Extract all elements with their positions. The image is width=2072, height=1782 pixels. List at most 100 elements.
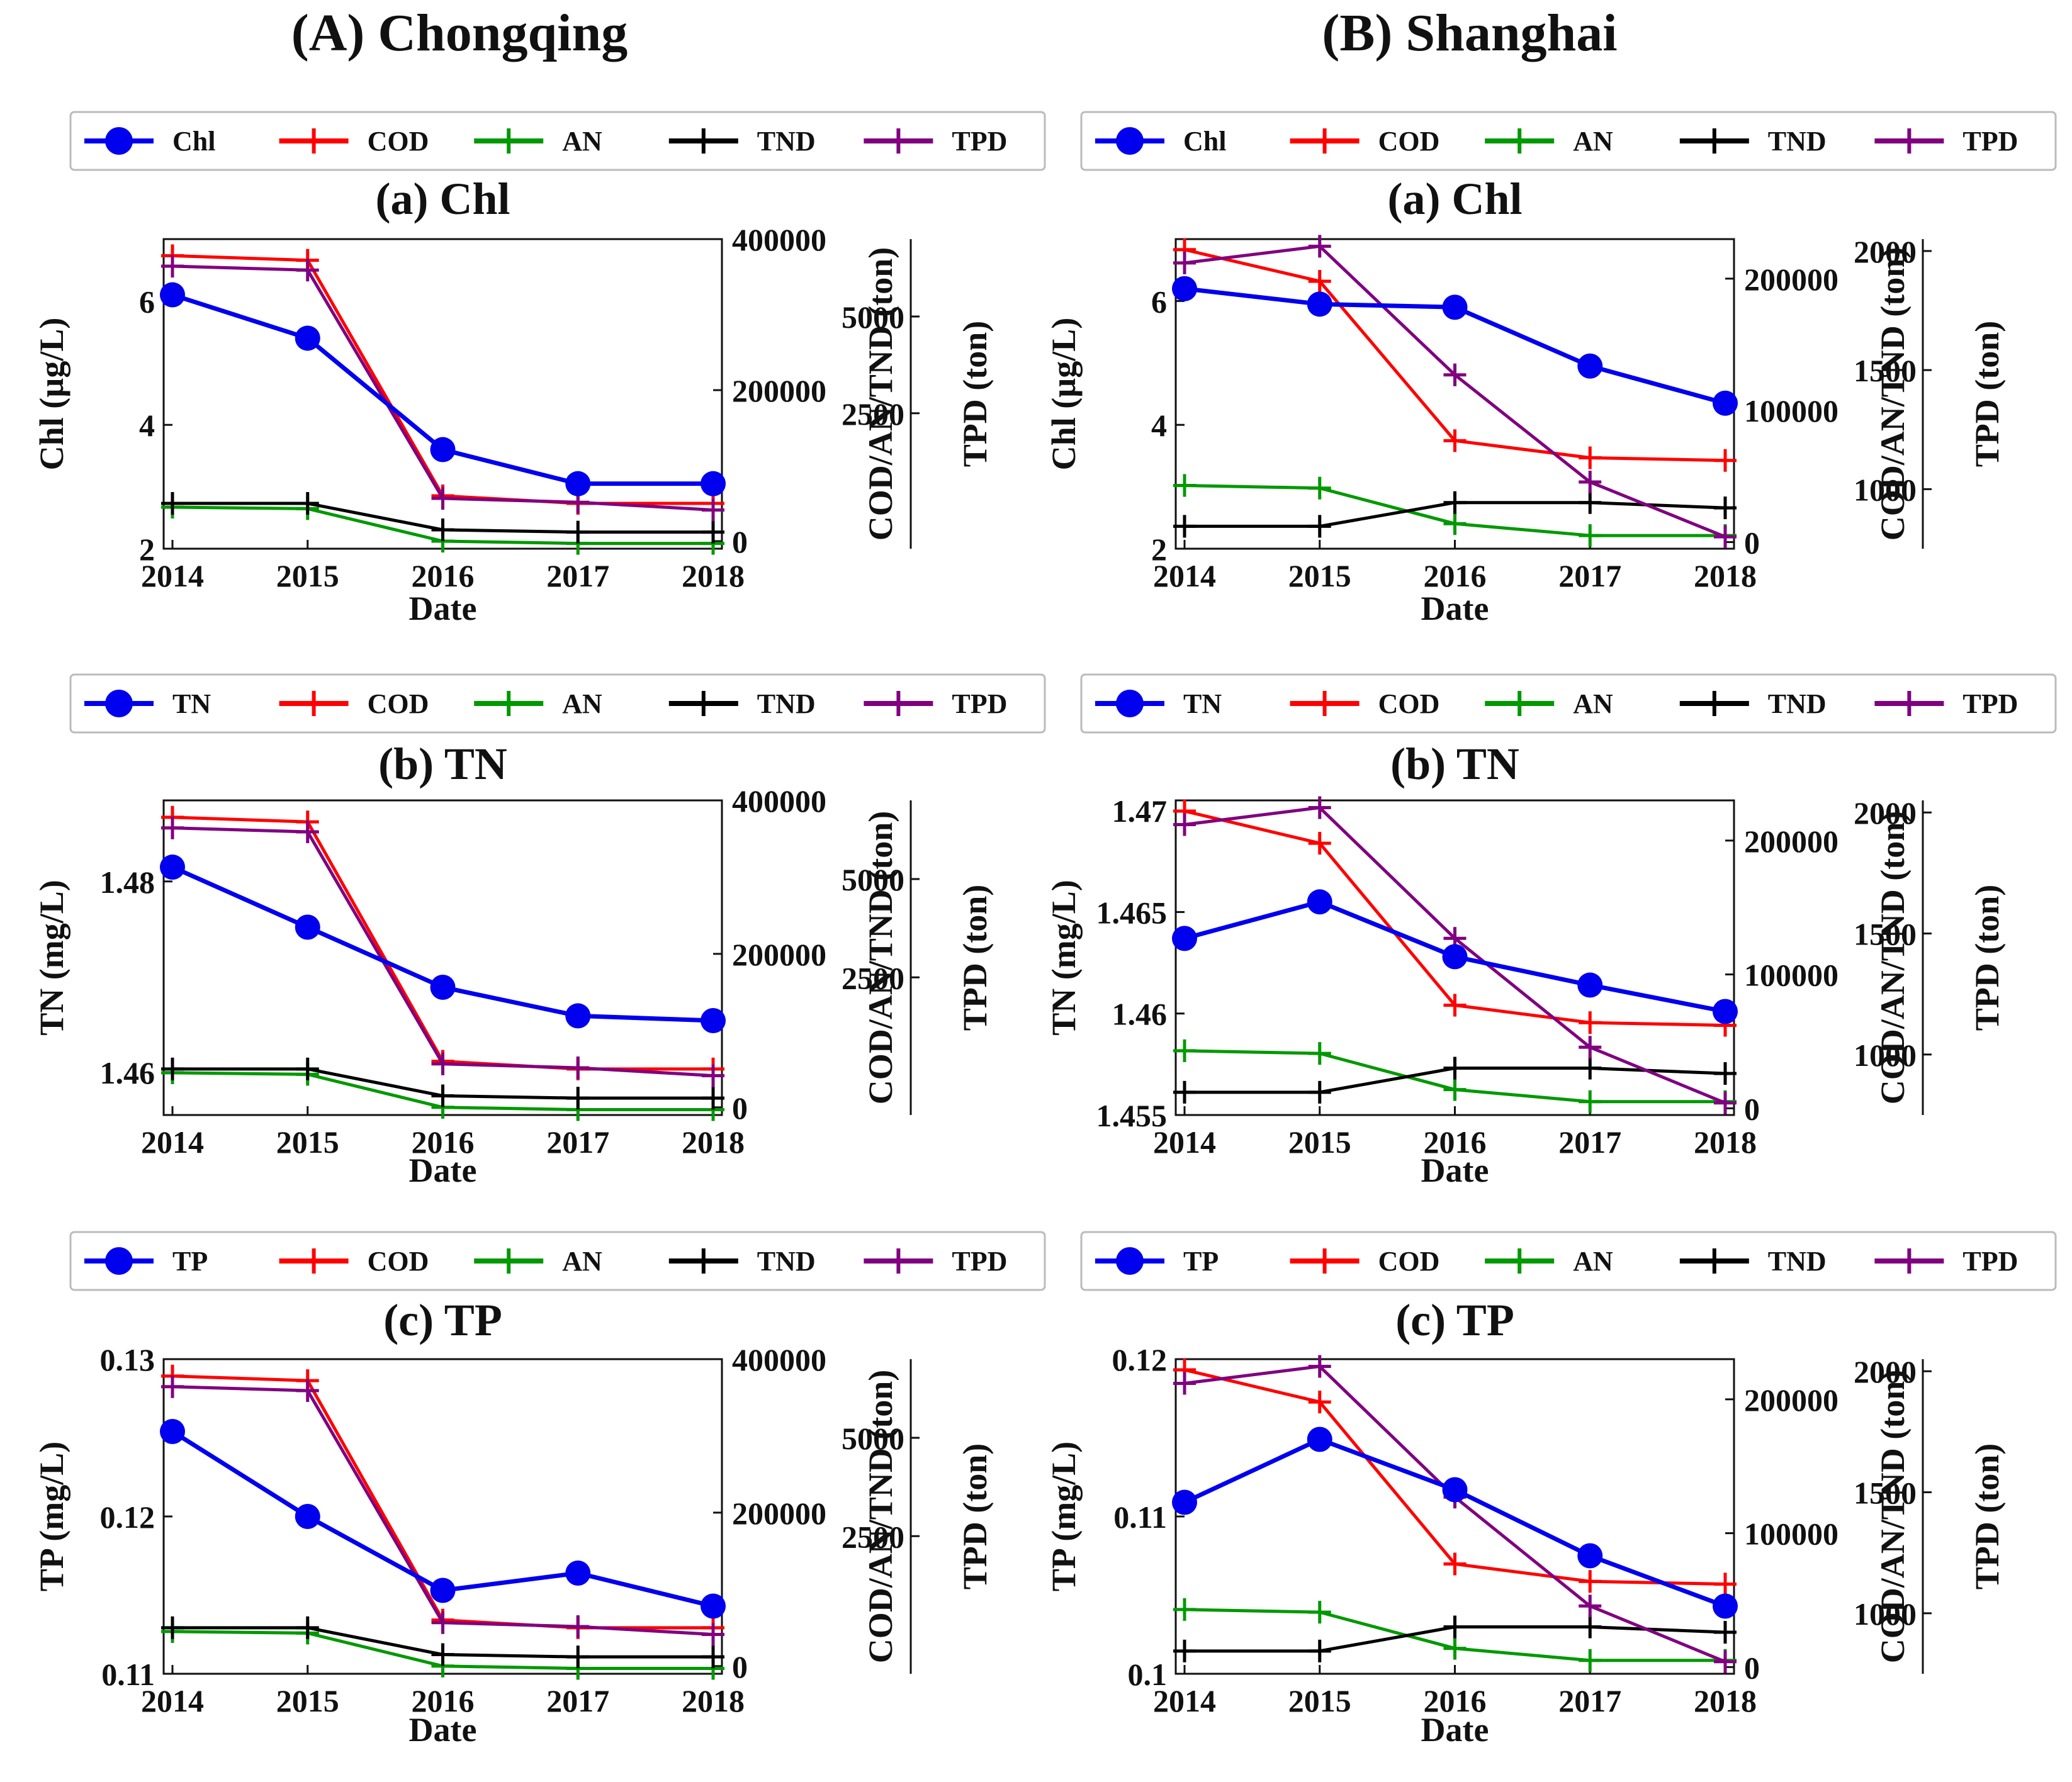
legend-label-tpd: TPD [1962, 126, 2018, 157]
x-tick-label: 2018 [682, 1124, 745, 1160]
y2-tick-label: 0 [732, 1090, 748, 1126]
y2-tick-label: 400000 [732, 1342, 826, 1377]
x-axis-label: Date [409, 1711, 477, 1749]
data-point-cod [1579, 1011, 1602, 1034]
legend-label-tnd: TND [757, 1246, 816, 1277]
y2-axis-label: COD/AN/TND (ton) [1874, 247, 1912, 541]
data-point-tnd [1308, 1080, 1331, 1104]
data-point-tpd [161, 255, 184, 278]
data-point-tnd [296, 492, 319, 515]
x-tick-label: 2015 [276, 1683, 339, 1718]
data-point-tnd [566, 1645, 590, 1669]
chart-title: (c) TP [383, 1295, 502, 1345]
legend-label-cod: COD [368, 688, 429, 719]
legend-label-cod: COD [368, 1246, 429, 1277]
legend-item-tn: TN [84, 688, 211, 719]
legend-label-cod: COD [368, 126, 429, 157]
y-tick-label: 4 [139, 408, 155, 443]
x-tick-label: 2014 [141, 1124, 204, 1160]
series-cod [1173, 238, 1737, 472]
data-point-chl [565, 471, 591, 496]
legend-frame [69, 111, 1046, 171]
data-point-tpd [296, 1379, 319, 1402]
chart-title: (a) Chl [1388, 174, 1523, 224]
data-point-tpd [1173, 1372, 1196, 1395]
x-tick-label: 2018 [1694, 558, 1757, 593]
legend-label-tnd: TND [1768, 688, 1827, 719]
x-tick-label: 2016 [412, 1124, 475, 1160]
data-point-chl [160, 282, 185, 308]
y3-tick-label: 5000 [842, 1421, 904, 1456]
y2-tick-label: 400000 [732, 222, 826, 257]
x-axis-label: Date [1421, 1152, 1489, 1189]
y-tick-label: 1.48 [100, 865, 155, 900]
series-tp [1172, 1426, 1738, 1619]
y-tick-label: 1.47 [1112, 793, 1168, 829]
y3-tick-label: 2000 [1854, 795, 1917, 831]
legend-item-an: AN [1485, 688, 1613, 719]
data-point-chl [430, 437, 456, 462]
y-tick-label: 0.12 [100, 1499, 155, 1535]
data-point-tnd [566, 520, 590, 544]
data-point-tp [1172, 1489, 1197, 1515]
legend-label-chl: Chl [172, 126, 215, 157]
data-point-tpd [1579, 1036, 1602, 1059]
x-tick-label: 2017 [1558, 558, 1621, 593]
y-tick-label: 1.465 [1096, 895, 1168, 930]
y-tick-label: 0.11 [101, 1657, 155, 1692]
data-point-tp [1442, 1477, 1468, 1503]
y-tick-label: 1.455 [1096, 1098, 1168, 1133]
x-tick-label: 2018 [1694, 1124, 1757, 1160]
y2-tick-label: 100000 [1744, 1516, 1838, 1552]
data-point-tn [565, 1003, 591, 1029]
chart-a-chl: Chl COD AN TND TPD (a) Chl 2014 2015 2016 2017 201… [33, 111, 1046, 627]
y-tick-label: 1.46 [100, 1055, 155, 1090]
data-point-tn [295, 914, 320, 940]
legend-symbol-chl-marker [1116, 127, 1144, 155]
y3-tick-label: 5000 [842, 300, 904, 335]
x-tick-label: 2015 [1288, 558, 1351, 593]
legend-label-tpd: TPD [1962, 688, 2018, 719]
y2-axis-label: COD/AN/TND (ton) [1874, 811, 1912, 1105]
legend-item-cod: COD [279, 1246, 429, 1277]
data-point-tnd [161, 492, 184, 515]
y-axis-label: TP (mg/L) [33, 1442, 70, 1592]
legend-item-chl: Chl [1095, 126, 1226, 157]
series-line-tpd [172, 264, 714, 512]
series-line-cod [1184, 1368, 1726, 1586]
data-point-tnd [431, 1643, 454, 1666]
legend-symbol-tn-marker [1116, 690, 1144, 717]
chart-a-tp: TP COD AN TND TPD (c) TP 2014 2015 2016 2017 2018 D… [33, 1231, 1046, 1749]
x-tick-label: 2015 [1288, 1124, 1351, 1160]
y3-tick-label: 2500 [842, 1519, 904, 1554]
y2-tick-label: 0 [1744, 1091, 1760, 1126]
legend-item-cod: COD [279, 688, 429, 719]
y2-tick-label: 400000 [732, 783, 826, 819]
data-point-tp [565, 1561, 591, 1586]
legend-item-tpd: TPD [864, 1246, 1007, 1277]
y2-axis-label: COD/AN/TND (ton) [862, 1370, 899, 1664]
y2-tick-label: 0 [732, 524, 748, 559]
legend: TP COD AN TND TPD [69, 1231, 1046, 1291]
data-point-tpd [1308, 796, 1331, 819]
y-tick-label: 4 [1151, 408, 1167, 443]
series-tnd [161, 1616, 724, 1669]
legend-label-an: AN [1573, 126, 1613, 157]
y3-tick-label: 1000 [1854, 1038, 1917, 1073]
legend-frame [69, 1231, 1046, 1291]
data-point-tpd [1579, 1594, 1602, 1618]
y2-tick-label: 200000 [1744, 1382, 1838, 1418]
series-tnd [1173, 1056, 1737, 1104]
data-point-an [1308, 1042, 1331, 1065]
y2-tick-label: 200000 [732, 373, 826, 408]
data-point-tnd [161, 1057, 184, 1080]
x-tick-label: 2017 [546, 1683, 609, 1718]
data-point-tpd [431, 1052, 454, 1075]
data-point-tpd [1714, 1650, 1737, 1673]
x-tick-label: 2018 [1694, 1683, 1757, 1718]
data-point-tnd [1443, 1056, 1467, 1080]
data-point-chl [295, 325, 320, 351]
series-cod [161, 805, 724, 1080]
data-point-cod [1308, 1391, 1331, 1414]
